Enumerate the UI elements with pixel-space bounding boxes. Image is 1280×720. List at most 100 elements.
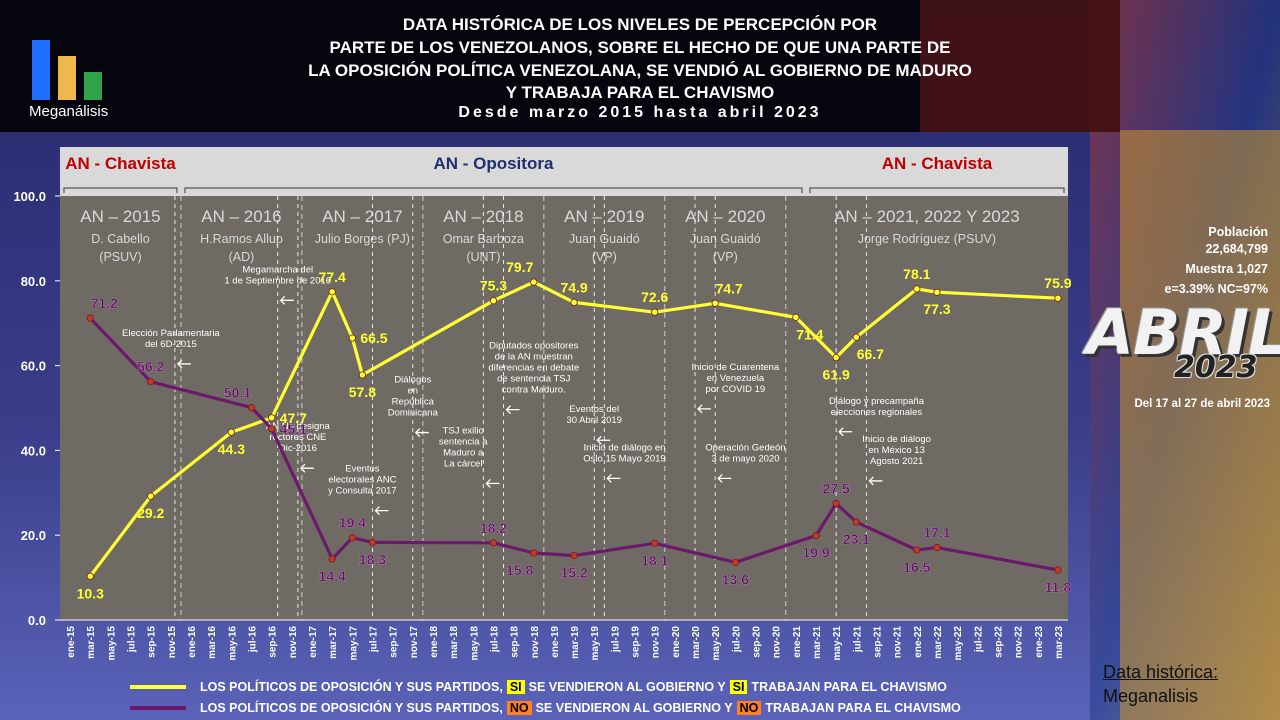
data-label: 19.9	[802, 545, 829, 561]
x-tick-label: sep-22	[993, 626, 1004, 658]
annotation-arrow	[299, 463, 314, 473]
period-title: AN – 2019	[564, 207, 644, 226]
annotation-arrow	[596, 435, 611, 445]
x-tick-label: nov-16	[288, 626, 299, 659]
annotation-arrow	[697, 404, 712, 414]
band-label: AN - Chavista	[65, 154, 176, 173]
annotation-text: República	[392, 397, 435, 408]
annotation-text: 3 de mayo 2020	[711, 453, 779, 464]
legend-no-middle: SE VENDIERON AL GOBIERNO Y	[535, 701, 733, 715]
data-point	[368, 538, 377, 547]
data-point	[570, 551, 578, 560]
data-point	[268, 425, 276, 433]
annotation-text: Elección Parlamentaria	[122, 328, 220, 339]
x-tick-label: jul-15	[127, 626, 138, 654]
x-tick-label: may-22	[953, 626, 964, 660]
x-tick-label: sep-17	[389, 626, 400, 658]
population-label: Población	[1208, 225, 1268, 239]
legend-si-tag-2: SI	[729, 680, 748, 694]
annotation-text: elecciones regionales	[831, 407, 923, 418]
title-line-4: Y TRABAJA PARA EL CHAVISMO	[505, 83, 775, 102]
y-tick-label: 60.0	[21, 359, 46, 374]
data-label: 45.1	[280, 421, 307, 437]
x-tick-label: sep-21	[872, 626, 883, 658]
population-value: 22,684,799	[1205, 242, 1268, 256]
data-point	[913, 546, 921, 554]
annotation-text: contra Maduro.	[502, 385, 566, 396]
annotation-arrow	[868, 476, 883, 486]
data-point	[268, 414, 276, 422]
x-tick-label: may-20	[711, 626, 722, 660]
annotation-text: Inicio de diálogo	[862, 434, 931, 445]
annotation-text: en Venezuela	[707, 373, 765, 384]
x-tick-label: nov-21	[893, 626, 904, 659]
data-label: 77.4	[319, 269, 346, 285]
period-title: AN – 2016	[201, 207, 281, 226]
data-label: 19.4	[339, 515, 366, 531]
data-label: 66.5	[360, 330, 387, 346]
x-tick-label: may-16	[227, 626, 238, 660]
period-subtitle: (UNT)	[466, 250, 500, 264]
x-tick-label: jul-18	[489, 626, 500, 654]
data-point	[812, 532, 820, 540]
data-point	[348, 534, 356, 542]
annotation-text: y Consulta 2017	[328, 486, 397, 497]
survey-dates: Del 17 al 27 de abril 2023	[1134, 398, 1270, 410]
x-tick-label: mar-19	[570, 626, 581, 659]
legend-si-suffix: TRABAJAN PARA EL CHAVISMO	[751, 680, 947, 694]
x-tick-label: sep-19	[631, 626, 642, 658]
x-tick-label: ene-18	[429, 626, 440, 658]
x-tick-label: mar-23	[1054, 626, 1065, 659]
y-tick-label: 0.0	[28, 613, 46, 628]
x-tick-label: ene-16	[187, 626, 198, 658]
annotation-text: de la AN muestran	[495, 352, 573, 363]
annotation-text: sentencia a	[439, 436, 488, 447]
title-line-2: PARTE DE LOS VENEZOLANOS, SOBRE EL HECHO…	[329, 38, 951, 57]
x-tick-label: jul-20	[731, 626, 742, 654]
band-label: AN - Chavista	[882, 154, 993, 173]
data-label: 74.9	[560, 279, 587, 295]
data-point	[792, 313, 800, 321]
data-point	[328, 555, 336, 563]
annotation-arrow	[414, 428, 429, 438]
data-point	[489, 539, 498, 547]
period-title: AN – 2021, 2022 Y 2023	[834, 207, 1020, 226]
data-point	[530, 549, 538, 557]
data-point	[852, 518, 860, 526]
x-tick-label: nov-22	[1014, 626, 1025, 659]
period-subtitle: Jorge Rodríguez (PSUV)	[858, 232, 996, 246]
data-label: 14.4	[319, 568, 346, 584]
sample-size: Muestra 1,027	[1185, 262, 1268, 276]
period-subtitle: H.Ramos Allup	[200, 232, 283, 246]
data-point	[1054, 566, 1062, 574]
band-label: AN - Opositora	[433, 154, 553, 173]
footer-name: Meganalisis	[1103, 686, 1199, 706]
data-point	[86, 572, 94, 580]
logo-icon	[32, 40, 102, 100]
annotation-arrow	[279, 295, 294, 305]
x-tick-label: mar-21	[812, 626, 823, 659]
data-label: 66.7	[857, 346, 884, 362]
legend-swatch-si	[130, 685, 186, 689]
period-subtitle: D. Cabello	[91, 232, 149, 246]
annotation-text: La cárcel	[444, 458, 483, 469]
series-no: 71.2 56.2 50.1 45.1 14.4 19.4 18.3 18.2 15.8 15.2…	[86, 295, 1072, 595]
data-label: 44.3	[218, 441, 245, 457]
data-point	[147, 492, 155, 500]
title-line-1: DATA HISTÓRICA DE LOS NIVELES DE PERCEPC…	[402, 15, 878, 34]
data-label: 71.4	[796, 326, 823, 342]
data-point	[247, 403, 256, 412]
x-tick-label: jul-17	[368, 626, 379, 654]
data-point	[933, 288, 941, 296]
x-tick-label: may-17	[348, 626, 359, 660]
data-label: 47.7	[280, 410, 307, 426]
period-subtitle: Julio Borges (PJ)	[315, 232, 410, 246]
data-point	[358, 371, 366, 379]
data-label: 18.2	[480, 520, 507, 536]
data-point	[86, 314, 94, 322]
chart-subtitle: Desde marzo 2015 hasta abril 2023	[458, 104, 822, 121]
annotation-text: Operación Gedeón	[705, 442, 785, 453]
period-subtitle: Juan Guaidó	[690, 232, 761, 246]
data-point	[852, 333, 860, 341]
data-label: 72.6	[641, 289, 668, 305]
